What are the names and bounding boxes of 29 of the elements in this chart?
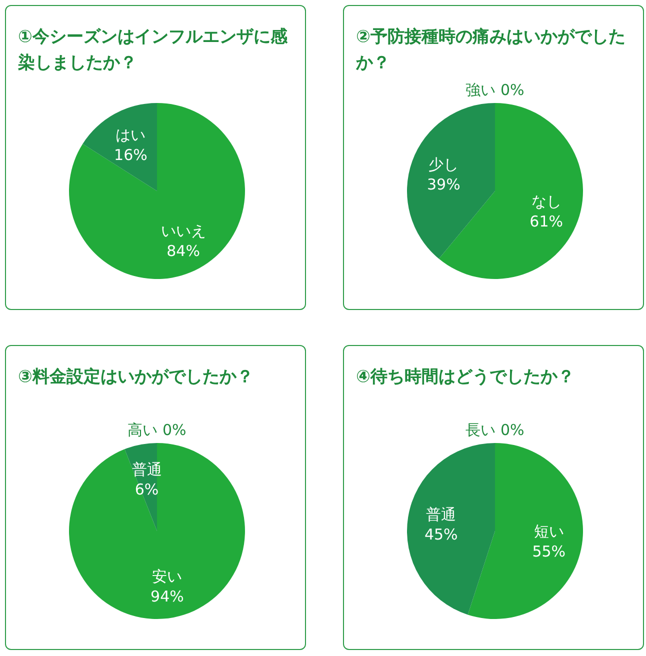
data-label: 61% [530,212,564,230]
data-label: 39% [426,176,460,194]
pie-slice [468,443,583,619]
chart-title: ①今シーズンはインフルエンザに感染しましたか？ [18,26,288,75]
slice-label: いいえ [160,222,206,240]
data-label: 55% [532,542,566,561]
category-label: 長い 0% [466,421,524,439]
data-label: 84% [166,242,200,260]
chart-title: ③料金設定はいかがでしたか？ [18,366,254,389]
slice-label: 普通 [426,505,456,524]
pie-slice [69,103,245,279]
pie-slice [82,103,157,191]
category-label: 強い 0% [466,81,524,99]
chart-title: ②予防接種時の痛みはいかがでしたか？ [356,26,626,75]
data-label: 16% [114,146,148,164]
pie-slice [407,443,495,615]
pie-slice [407,103,495,259]
slice-label: はい [116,126,146,144]
pie-slice [69,443,245,619]
category-label: 高い 0% [128,421,186,439]
slice-label: 普通 [132,460,162,478]
chart-title: ④待ち時間はどうでしたか？ [356,366,576,389]
slice-label: 安い [152,568,182,586]
data-label: 45% [424,525,458,544]
data-label: 6% [134,480,159,498]
slice-label: なし [531,192,562,210]
data-label: 94% [150,588,184,606]
slice-label: 短い [534,522,564,541]
slice-label: 少し [428,156,459,174]
